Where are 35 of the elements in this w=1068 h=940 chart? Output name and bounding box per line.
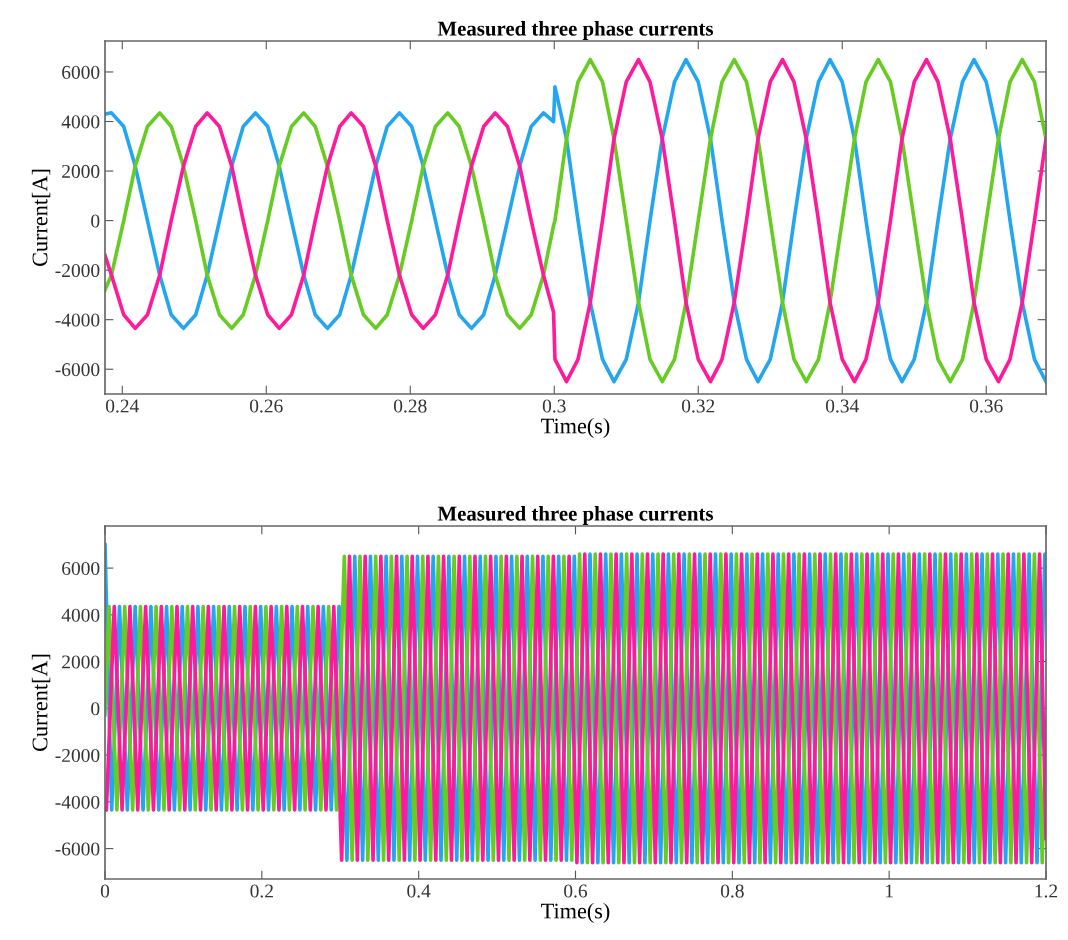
x-tick-label: 0.34 xyxy=(825,399,859,413)
y-tick-label: -4000 xyxy=(55,795,100,809)
y-tick-label: -4000 xyxy=(55,313,100,327)
y-tick-label: -2000 xyxy=(55,263,100,278)
y-tick-label: -2000 xyxy=(55,748,100,763)
y-tick-label: 4000 xyxy=(61,115,100,129)
y-tick-label: -6000 xyxy=(55,363,100,377)
x-tick-label: 0.2 xyxy=(250,884,273,898)
x-tick-label: 1 xyxy=(886,884,893,898)
x-tick-label: 0.26 xyxy=(250,399,283,413)
y-tick-label: 2000 xyxy=(62,655,100,669)
x-tick-label: 0.32 xyxy=(681,399,715,413)
y-tick-label: 0 xyxy=(91,214,100,228)
y-tick-label: 2000 xyxy=(62,164,100,178)
y-axis-title: Current[A] xyxy=(31,654,51,751)
y-tick-label: -6000 xyxy=(55,842,100,856)
x-axis-title: Time(s) xyxy=(541,417,610,439)
x-tick-label: 0.28 xyxy=(393,399,427,413)
x-tick-label: 0.4 xyxy=(407,884,431,898)
x-tick-label: 0.24 xyxy=(106,399,139,413)
chart-title: Measured three phase currents xyxy=(437,20,714,40)
y-tick-label: 0 xyxy=(91,702,100,716)
x-tick-label: 0 xyxy=(100,884,110,898)
chart-title: Measured three phase currents xyxy=(437,505,714,525)
x-tick-label: 1.2 xyxy=(1035,884,1058,898)
x-tick-label: 0.3 xyxy=(542,399,566,413)
y-tick-label: 6000 xyxy=(62,561,100,576)
y-tick-label: 4000 xyxy=(61,608,100,622)
y-tick-label: 6000 xyxy=(62,65,100,79)
x-tick-label: 0.36 xyxy=(969,399,1003,413)
x-tick-label: 0.8 xyxy=(720,884,744,898)
line-series xyxy=(105,57,1046,384)
x-axis-title: Time(s) xyxy=(541,902,610,924)
x-tick-label: 0.6 xyxy=(564,884,588,898)
y-axis-title: Current[A] xyxy=(31,169,51,266)
